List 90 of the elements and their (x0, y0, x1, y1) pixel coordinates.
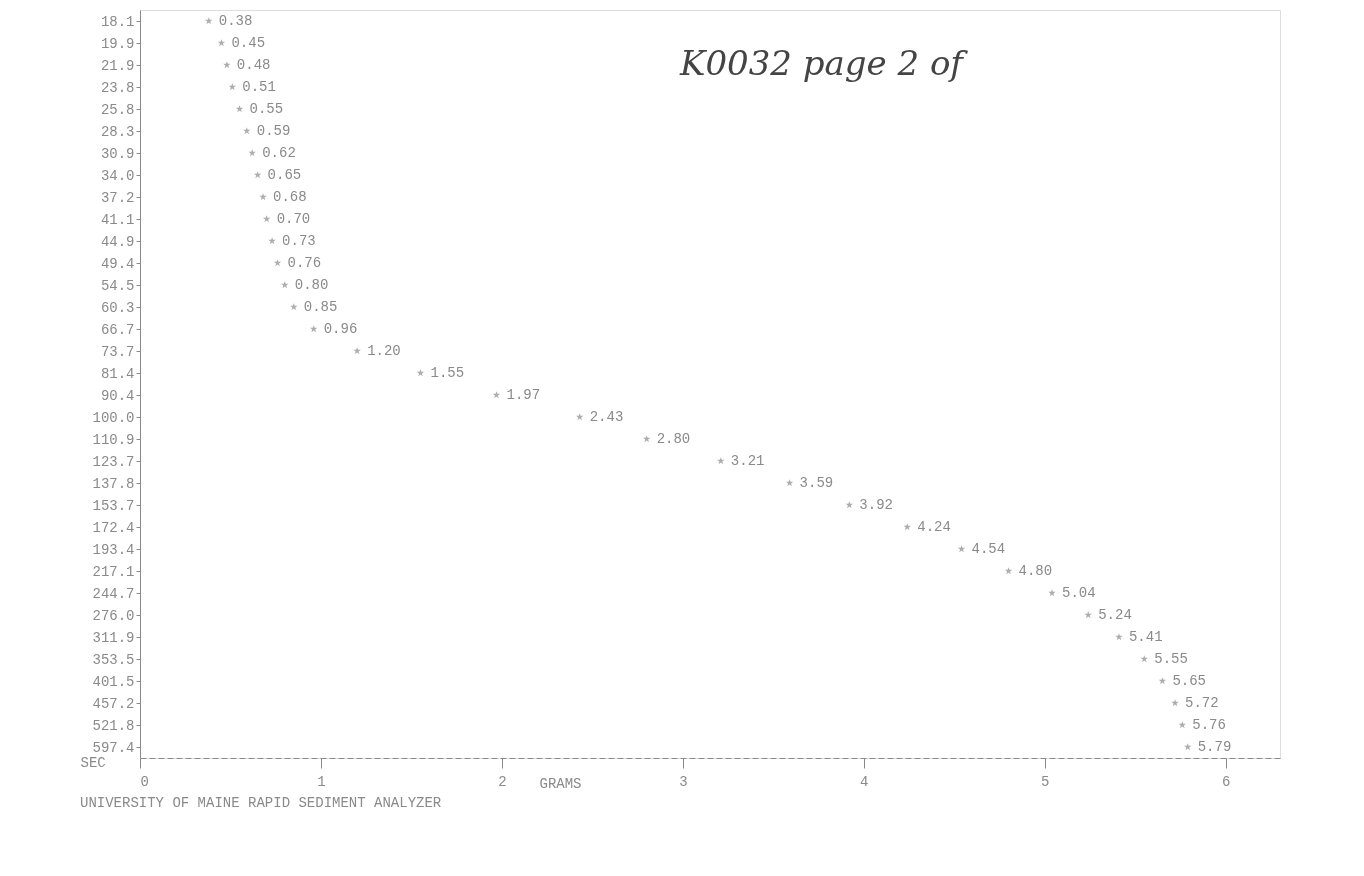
data-label: 5.41 (1128, 629, 1163, 645)
data-label: 0.70 (276, 211, 311, 227)
x-tick-label: 1 (317, 773, 326, 790)
data-label: 2.80 (656, 431, 691, 447)
data-label: 5.79 (1197, 739, 1232, 755)
data-label: 0.55 (249, 101, 284, 117)
y-axis-title: SEC (80, 754, 106, 771)
data-label: 3.59 (799, 475, 834, 491)
data-label: 3.92 (859, 497, 893, 513)
y-tick-label: 41.1 (100, 211, 135, 228)
point (268, 237, 276, 245)
y-tick-label: 401.5 (92, 673, 135, 690)
y-tick-label: 19.9 (100, 35, 135, 52)
y-tick-label: 90.4 (100, 387, 135, 404)
y-tick-label: 244.7 (92, 585, 135, 602)
data-label: 1.55 (430, 365, 465, 381)
y-tick-label: 81.4 (100, 365, 135, 382)
data-label: 1.97 (506, 387, 541, 403)
y-tick-label: 54.5 (100, 277, 135, 294)
y-tick-label: 25.8 (100, 101, 135, 118)
y-tick-label: 21.9 (100, 57, 135, 74)
y-tick-label: 311.9 (92, 629, 135, 646)
x-tick-label: 6 (1222, 773, 1231, 790)
x-tick-label: 3 (679, 773, 688, 790)
data-label: 5.65 (1172, 673, 1206, 689)
y-tick-label: 193.4 (92, 541, 135, 558)
y-tick-label: 172.4 (92, 519, 135, 536)
y-tick-label: 123.7 (92, 453, 135, 470)
x-tick-label: 0 (140, 773, 149, 790)
point (1171, 699, 1179, 707)
data-label: 5.55 (1154, 651, 1188, 667)
text: UNIVERSITY OF MAINE RAPID SEDIMENT ANALYZER (80, 795, 442, 811)
data-label: 0.51 (242, 79, 276, 95)
data-label: 0.85 (303, 299, 338, 315)
y-tick-label: 18.1 (100, 13, 135, 30)
data-label: 5.72 (1185, 695, 1219, 711)
y-tick-label: 521.8 (92, 717, 135, 734)
y-tick-label: 66.7 (100, 321, 135, 338)
y-tick-label: 457.2 (92, 695, 135, 712)
data-label: 0.96 (323, 321, 358, 337)
data-label: 0.80 (294, 277, 329, 293)
x-tick-label: 2 (498, 773, 507, 790)
data-label: 0.59 (256, 123, 291, 139)
data-label: 0.45 (231, 35, 266, 51)
y-tick-label: 34.0 (100, 167, 135, 184)
data-label: 0.68 (273, 189, 307, 205)
data-label: 0.62 (262, 145, 296, 161)
data-label: 5.24 (1098, 607, 1132, 623)
data-label: 0.76 (287, 255, 322, 271)
y-tick-label: 60.3 (100, 299, 135, 316)
point (903, 523, 911, 531)
y-tick-label: 49.4 (100, 255, 135, 272)
point (248, 149, 256, 157)
data-label: 1.20 (367, 343, 401, 359)
y-tick-label: 30.9 (100, 145, 135, 162)
data-label: 0.73 (282, 233, 316, 249)
point (259, 193, 267, 201)
y-tick-label: 23.8 (100, 79, 135, 96)
y-tick-label: 28.3 (100, 123, 135, 140)
x-tick-label: 4 (860, 773, 869, 790)
data-label: 0.38 (218, 13, 253, 29)
annotation: K0032 page 2 of (679, 43, 969, 83)
data-label: 4.80 (1018, 563, 1053, 579)
point (353, 347, 361, 355)
x-axis-title: GRAMS (539, 775, 582, 792)
data-label: 0.48 (236, 57, 271, 73)
y-tick-label: 597.4 (92, 739, 135, 756)
y-tick-label: 353.5 (92, 651, 135, 668)
y-tick-label: 217.1 (92, 563, 135, 580)
data-label: 5.76 (1192, 717, 1226, 733)
data-label: 4.24 (917, 519, 951, 535)
data-label: 0.65 (267, 167, 302, 183)
point (223, 61, 231, 69)
y-tick-label: 110.9 (92, 431, 135, 448)
y-tick-label: 37.2 (100, 189, 135, 206)
point (717, 457, 725, 465)
y-tick-label: 44.9 (100, 233, 135, 250)
point (290, 303, 298, 311)
x-tick-label: 5 (1041, 773, 1050, 790)
data-label: 5.04 (1062, 585, 1096, 601)
y-tick-label: 73.7 (100, 343, 135, 360)
data-label: 3.21 (730, 453, 765, 469)
point (1084, 611, 1092, 619)
point (1115, 633, 1123, 641)
y-tick-label: 100.0 (92, 409, 135, 426)
y-tick-label: 276.0 (92, 607, 135, 624)
y-tick-label: 137.8 (92, 475, 135, 492)
data-label: 4.54 (971, 541, 1006, 557)
data-label: 2.43 (589, 409, 624, 425)
y-tick-label: 153.7 (92, 497, 135, 514)
